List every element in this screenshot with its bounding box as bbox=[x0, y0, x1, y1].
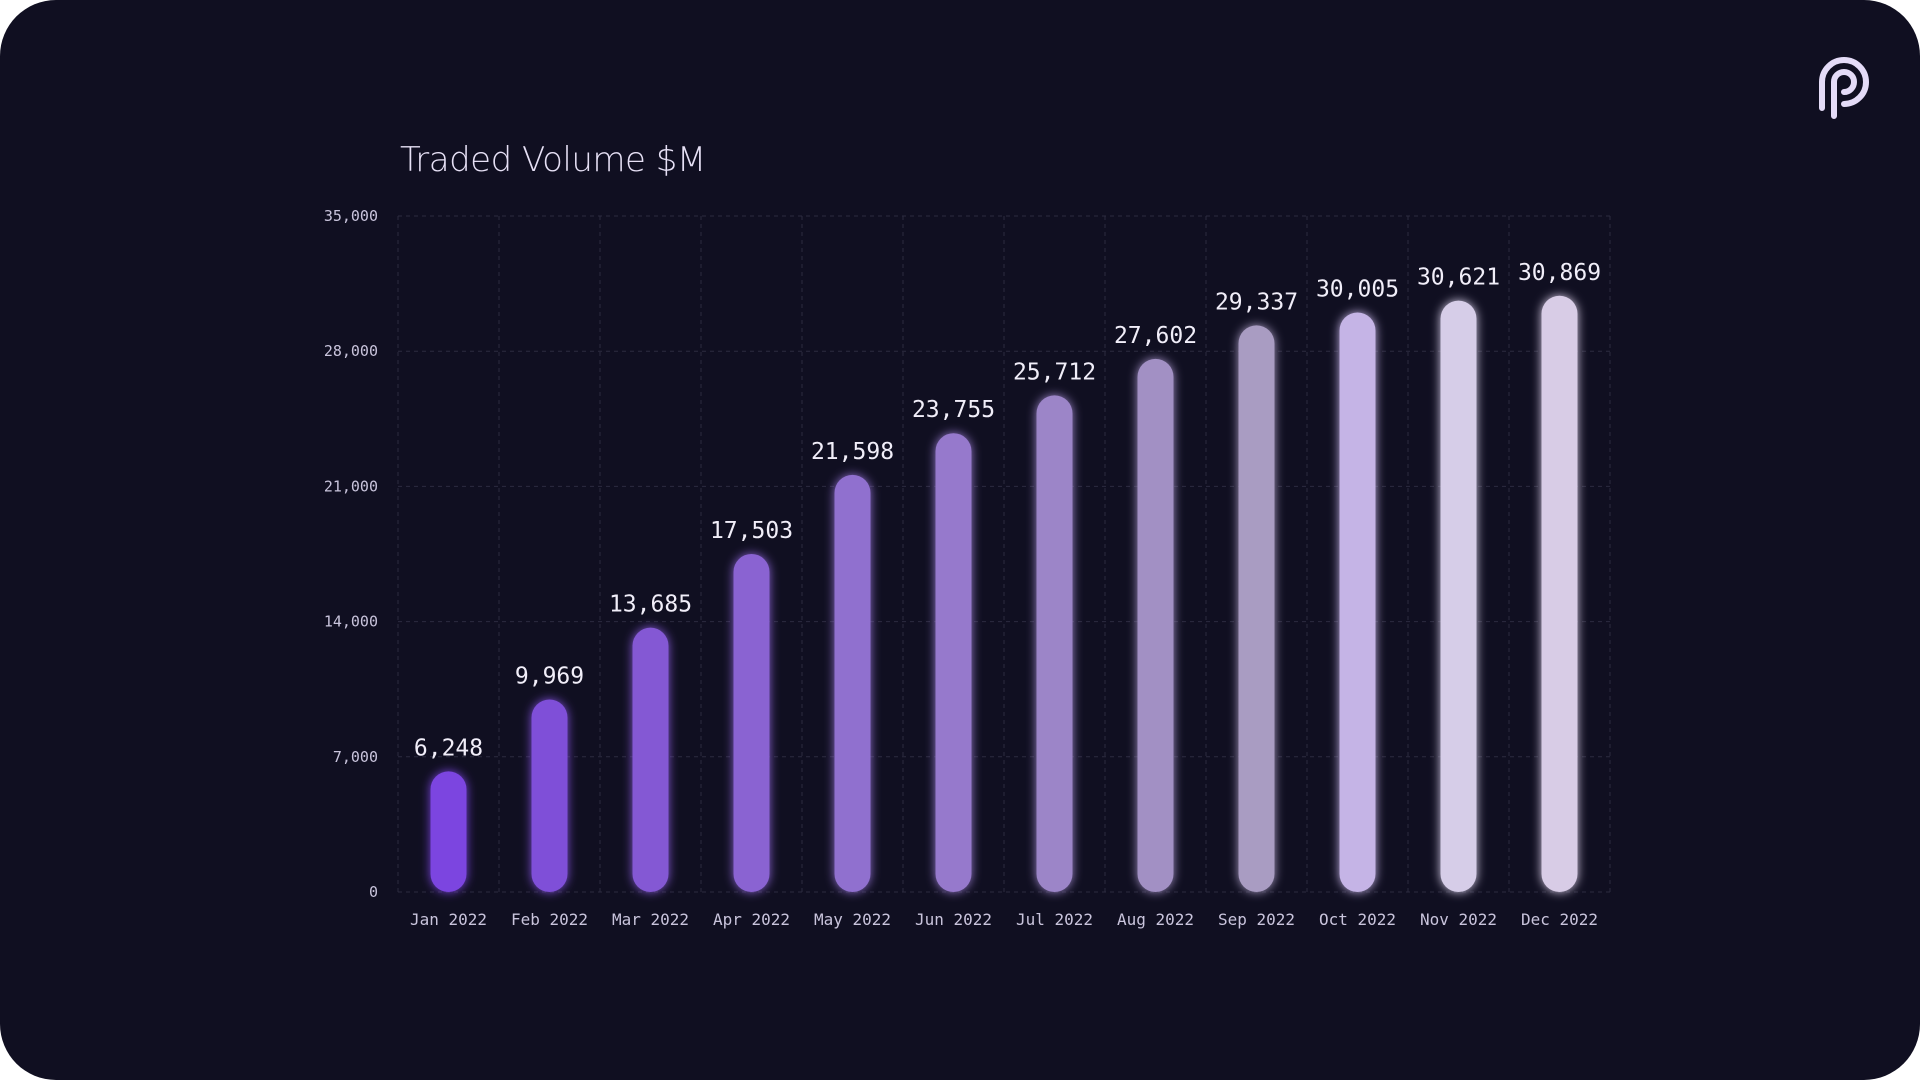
bar bbox=[1137, 358, 1174, 892]
y-tick-label: 21,000 bbox=[324, 477, 378, 495]
bar bbox=[1541, 295, 1578, 892]
y-tick-label: 0 bbox=[369, 883, 378, 901]
x-tick-label: May 2022 bbox=[814, 910, 891, 929]
bar-value-label: 30,005 bbox=[1316, 276, 1399, 302]
x-tick-label: Sep 2022 bbox=[1218, 910, 1295, 929]
x-tick-label: Jan 2022 bbox=[410, 910, 487, 929]
pyth-logo-icon bbox=[1819, 57, 1869, 119]
bar bbox=[1036, 395, 1073, 892]
y-tick-label: 35,000 bbox=[324, 207, 378, 225]
bar bbox=[430, 771, 467, 892]
x-tick-label: Jul 2022 bbox=[1016, 910, 1093, 929]
x-tick-label: Feb 2022 bbox=[511, 910, 588, 929]
x-tick-label: Oct 2022 bbox=[1319, 910, 1396, 929]
chart-title: Traded Volume $M bbox=[400, 140, 706, 180]
bar-value-label: 30,869 bbox=[1518, 260, 1601, 286]
x-tick-label: Mar 2022 bbox=[612, 910, 689, 929]
bar-value-label: 13,685 bbox=[609, 592, 692, 618]
bar bbox=[834, 474, 871, 892]
y-tick-label: 14,000 bbox=[324, 613, 378, 631]
bar bbox=[935, 433, 972, 892]
x-tick-label: Apr 2022 bbox=[713, 910, 790, 929]
y-tick-label: 7,000 bbox=[333, 748, 378, 766]
bar bbox=[632, 627, 669, 892]
bar-value-label: 27,602 bbox=[1114, 323, 1197, 349]
bar bbox=[1440, 300, 1477, 892]
bar-value-label: 23,755 bbox=[912, 397, 995, 423]
bar-value-label: 30,621 bbox=[1417, 265, 1500, 291]
x-tick-label: Nov 2022 bbox=[1420, 910, 1497, 929]
bar-value-label: 29,337 bbox=[1215, 289, 1298, 315]
bar bbox=[1238, 325, 1275, 892]
bar-value-label: 6,248 bbox=[414, 735, 483, 761]
x-tick-label: Aug 2022 bbox=[1117, 910, 1194, 929]
x-tick-label: Dec 2022 bbox=[1521, 910, 1598, 929]
bar-value-label: 9,969 bbox=[515, 663, 584, 689]
bar-value-label: 17,503 bbox=[710, 518, 793, 544]
bar bbox=[733, 553, 770, 892]
bar bbox=[1339, 312, 1376, 892]
bar bbox=[531, 699, 568, 892]
bar-value-label: 21,598 bbox=[811, 439, 894, 465]
bar-value-label: 25,712 bbox=[1013, 359, 1096, 385]
y-tick-label: 28,000 bbox=[324, 342, 378, 360]
x-tick-label: Jun 2022 bbox=[915, 910, 992, 929]
